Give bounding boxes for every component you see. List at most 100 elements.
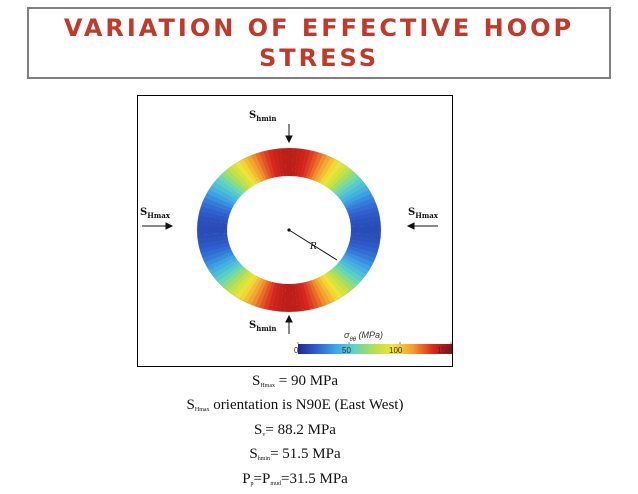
ring-sector — [289, 114, 327, 230]
ring-sector — [191, 154, 289, 230]
ring-sector — [289, 230, 370, 324]
ring-sector — [228, 230, 289, 337]
ring-sector — [181, 230, 289, 290]
ring-sector — [179, 230, 289, 285]
ring-sector — [289, 186, 404, 230]
ring-sector — [257, 112, 289, 230]
colorbar-title: σθθ (MPa) — [344, 330, 383, 343]
parameter-list: SHmax = 90 MPa SHmax orientation is N90E… — [150, 372, 440, 494]
ring-sector — [234, 230, 289, 340]
ring-sector — [239, 230, 289, 343]
ring-sector — [185, 164, 289, 230]
colorbar-tick-50: 50 — [342, 346, 351, 355]
ring-sector — [170, 230, 289, 255]
ring-sector — [289, 230, 360, 331]
ring-sector — [173, 230, 289, 268]
ring-sector — [251, 230, 289, 346]
ring-sector — [289, 132, 365, 230]
ring-sector — [289, 117, 339, 230]
ring-sector — [289, 230, 327, 346]
arrow-bottom-head — [285, 314, 293, 323]
ring-sector — [289, 230, 404, 274]
param-sv: Sv= 88.2 MPa — [254, 421, 336, 438]
label-shmin-top: Shmin — [249, 110, 277, 123]
ring-sector — [188, 230, 289, 301]
ring-sector — [213, 230, 289, 328]
ring-sector — [289, 164, 394, 230]
ring-sector — [234, 120, 289, 230]
ring-sector — [218, 129, 289, 230]
ring-sector — [223, 230, 289, 334]
ring-sector — [245, 230, 289, 345]
ring-sector — [289, 115, 333, 230]
ring-sector — [188, 159, 289, 230]
ring-sector — [289, 230, 399, 285]
colorbar-tick-150: 150 — [437, 346, 451, 355]
ring-sector — [289, 230, 405, 268]
ring-sector — [289, 230, 349, 338]
colorbar — [298, 344, 452, 354]
slide-title-line-1: VARIATION OF EFFECTIVE HOOP — [63, 14, 575, 42]
ring-sector — [289, 230, 355, 335]
slide-title-line-2: STRESS — [258, 44, 380, 72]
ring-sector — [289, 230, 308, 350]
ring-sector — [289, 217, 409, 230]
ring-sector — [191, 230, 289, 306]
ring-sector — [289, 230, 321, 348]
param-shmax-orientation: SHmax orientation is N90E (East West) — [186, 397, 404, 414]
ring-sector — [289, 230, 374, 320]
ring-sector — [173, 192, 289, 230]
ring-sector — [245, 115, 289, 230]
ring-sector — [199, 144, 289, 230]
arrow-right-head — [406, 222, 415, 230]
colorbar-tick-0: 0 — [294, 346, 299, 355]
ring-sector — [174, 186, 289, 230]
ring-sector — [208, 230, 289, 324]
ring-sector — [289, 126, 355, 230]
ring-sector — [289, 112, 321, 230]
title-box: VARIATION OF EFFECTIVE HOOP STRESS — [27, 7, 611, 79]
ring-sector — [289, 120, 344, 230]
hoop-stress-figure: Shmin Shmin SHmax SHmax R σθθ (MPa) 0 50… — [137, 95, 453, 367]
ring-sector — [213, 132, 289, 230]
hoop-stress-diagram — [142, 110, 452, 354]
ring-sector — [289, 211, 409, 230]
ring-sector — [289, 230, 338, 343]
ring-sector — [179, 175, 289, 230]
ring-sector — [276, 110, 289, 230]
ring-sector — [208, 136, 289, 230]
arrow-top-head — [285, 135, 293, 144]
label-shmax-right: SHmax — [408, 207, 438, 220]
ring-sector — [264, 111, 289, 230]
param-shmax: SHmax = 90 MPa — [251, 373, 339, 389]
ring-sector — [169, 230, 289, 243]
ring-sector — [289, 154, 387, 230]
ring-sector — [289, 230, 383, 311]
label-shmax-left: SHmax — [140, 207, 170, 220]
ring-sector — [289, 145, 379, 230]
ring-sector — [289, 192, 405, 230]
ring-sector — [199, 230, 289, 315]
ring-sector — [176, 180, 289, 230]
ring-sector — [289, 230, 314, 349]
ring-sector — [240, 117, 289, 230]
ring-sector — [229, 122, 289, 230]
param-shmin: Shmin= 51.5 MPa — [249, 446, 341, 463]
ring-sector — [289, 230, 387, 306]
ring-sector — [184, 230, 289, 296]
ring-sector — [182, 169, 289, 230]
ring-sector — [176, 230, 289, 279]
ring-sector — [289, 140, 375, 230]
ring-sector — [289, 159, 390, 230]
ring-sector — [195, 230, 289, 311]
ring-sector — [169, 230, 289, 249]
radius-line — [288, 229, 338, 261]
ring-sector — [270, 110, 289, 230]
ring-sector — [289, 230, 396, 291]
ring-sector — [289, 123, 350, 230]
ring-sector — [289, 230, 344, 340]
ring-sector — [289, 230, 390, 301]
label-shmin-bottom: Shmin — [249, 320, 277, 333]
ring-sector — [289, 230, 333, 345]
ring-sector — [257, 230, 289, 348]
